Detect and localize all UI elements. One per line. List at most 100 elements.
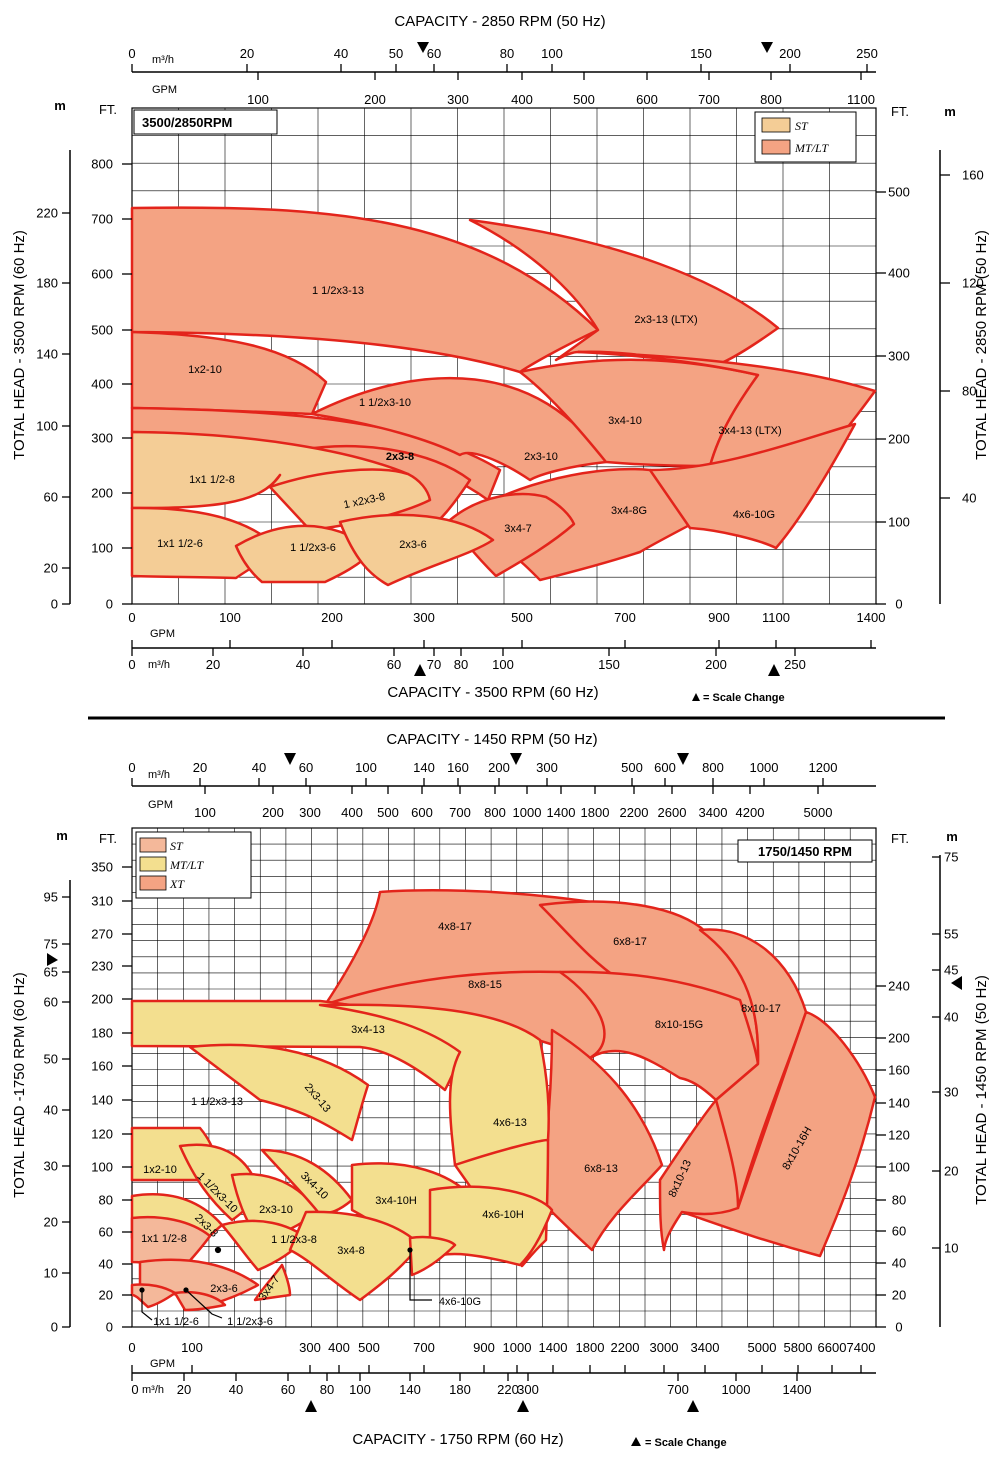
left-ft-tick-label: 60 — [99, 1225, 113, 1240]
left-ft-tick-label: 300 — [91, 431, 113, 446]
top-chart-top-gpm-unit: GPM — [152, 84, 177, 96]
region-label: 8x8-15 — [468, 979, 502, 991]
top-m3h-tick-label: 200 — [488, 760, 510, 775]
bottom-chart-callouts — [139, 1246, 432, 1321]
region-1x2x3-8 — [268, 468, 432, 532]
right-ft-tick-label: 40 — [892, 1256, 906, 1271]
top-gpm-tick-label: 100 — [247, 92, 269, 107]
region-3x4-7 — [448, 492, 576, 578]
top-chart-bottom-m3h-ticks: 0 20 40 60 70 80 100 150 200 250 — [128, 648, 806, 672]
legend-label-mtlt: MT/LT — [169, 858, 204, 872]
top-chart-region-labels: 1 1/2x3-13 2x3-13 (LTX) 1x2-10 1 1/2x3-1… — [157, 285, 782, 554]
top-m3h-tick-label: 50 — [389, 46, 403, 61]
bottom-m3h-tick-label: 20 — [177, 1382, 191, 1397]
region-label: 2x3-8 — [386, 451, 414, 463]
region-label: 1x1 1/2-6 — [153, 1316, 199, 1328]
top-chart-right-axis-title: TOTAL HEAD - 2850 RPM (50 Hz) — [973, 230, 990, 460]
bottom-m3h-tick-label: 70 — [427, 657, 441, 672]
top-gpm-tick-label: 300 — [299, 805, 321, 820]
legend-label-st: ST — [795, 119, 809, 133]
bottom-m3h-tick-label: 300 — [517, 1382, 539, 1397]
bottom-chart-bottom-gpm-ticks: 0 100 300 400 500 700 900 1000 1400 1800 2200 3000 3… — [128, 1340, 875, 1373]
left-m-tick-label: 20 — [44, 1215, 58, 1230]
right-ft-tick-label: 300 — [888, 349, 910, 364]
bottom-m3h-tick-label: 40 — [229, 1382, 243, 1397]
bottom-gpm-tick-label: 1100 — [762, 610, 790, 625]
left-ft-tick-label: 40 — [99, 1257, 113, 1272]
bottom-chart-right-unit-ft: FT. — [891, 831, 909, 846]
legend-swatch-mtlt — [761, 139, 791, 155]
top-chart-right-unit-ft: FT. — [891, 104, 909, 119]
right-ft-tick-label: 100 — [888, 515, 910, 530]
region-label: 1 1/2x3-13 — [312, 285, 364, 297]
bottom-chart-legend: ST MT/LT XT — [135, 831, 252, 899]
right-m-tick-label: 20 — [944, 1164, 958, 1179]
bottom-gpm-tick-label: 500 — [511, 610, 533, 625]
left-m-tick-label: 10 — [44, 1266, 58, 1281]
left-ft-tick-label: 80 — [99, 1193, 113, 1208]
left-m-tick-label: 50 — [44, 1052, 58, 1067]
top-chart-speed-label: 3500/2850RPM — [142, 115, 232, 130]
scale-change-marker-icon — [517, 1400, 529, 1412]
region-label: 1 1/2x3-8 — [271, 1234, 317, 1246]
top-m3h-tick-label: 0 — [128, 46, 135, 61]
top-chart-top-gpm-ticks: 100 200 300 400 500 600 700 800 1100 — [247, 72, 875, 107]
top-m3h-tick-label: 80 — [500, 46, 514, 61]
region-label: 4x6-13 — [493, 1117, 527, 1129]
top-gpm-tick-label: 1400 — [547, 805, 576, 820]
right-ft-tick-label: 20 — [892, 1288, 906, 1303]
top-gpm-tick-label: 1000 — [513, 805, 542, 820]
region-8x10-13 — [658, 1098, 740, 1252]
scale-change-marker-icon — [284, 753, 296, 765]
right-ft-tick-label: 240 — [888, 979, 910, 994]
top-m3h-tick-label: 20 — [240, 46, 254, 61]
top-gpm-tick-label: 800 — [760, 92, 782, 107]
region-label: 2x3-13 (LTX) — [634, 314, 697, 326]
bottom-gpm-tick-label: 6600 — [818, 1340, 847, 1355]
bottom-m3h-tick-label: 100 — [349, 1382, 371, 1397]
region-label: 2x3-6 — [210, 1283, 238, 1295]
bottom-gpm-tick-label: 1000 — [503, 1340, 532, 1355]
right-m-tick-label: 45 — [944, 963, 958, 978]
left-ft-tick-label: 230 — [91, 959, 113, 974]
left-ft-tick-label: 200 — [91, 992, 113, 1007]
bottom-m3h-tick-label: 100 — [492, 657, 514, 672]
right-m-tick-label: 120 — [962, 276, 984, 291]
right-m-tick-label: 40 — [962, 491, 976, 506]
region-label: 2x3-10 — [524, 451, 558, 463]
bottom-gpm-tick-label: 7400 — [847, 1340, 876, 1355]
bottom-gpm-tick-label: 700 — [413, 1340, 435, 1355]
bottom-chart-top-m3h-ticks: 0 20 40 60 100 140 160 200 300 500 600 800 1000 1200 — [128, 760, 837, 786]
scale-change-marker-icon — [510, 753, 522, 765]
bottom-chart-regions — [130, 889, 877, 1312]
bottom-chart-right-axis-title: TOTAL HEAD - 1450 RPM (50 Hz) — [973, 975, 990, 1205]
right-m-tick-label: 10 — [944, 1241, 958, 1256]
bottom-gpm-tick-label: 2200 — [611, 1340, 640, 1355]
left-ft-tick-label: 700 — [91, 212, 113, 227]
bottom-chart-top-axis-title: CAPACITY - 1450 RPM (50 Hz) — [386, 731, 597, 748]
left-m-tick-label: 65 — [44, 965, 58, 980]
top-m3h-tick-label: 100 — [541, 46, 563, 61]
bottom-chart-left-ft-ticks: 0 20 40 60 80 100 120 140 160 180 200 230 270 310 350 — [91, 860, 132, 1335]
right-ft-tick-label: 140 — [888, 1096, 910, 1111]
bottom-gpm-tick-label: 300 — [299, 1340, 321, 1355]
bottom-chart-top-m3h-unit: m³/h — [148, 769, 170, 781]
scale-change-marker-icon — [414, 664, 426, 676]
right-ft-tick-label: 60 — [892, 1224, 906, 1239]
region-4x6-10g — [648, 422, 857, 550]
top-chart-bottom-m3h-unit: m³/h — [148, 659, 170, 671]
bottom-gpm-tick-label: 400 — [328, 1340, 350, 1355]
bottom-gpm-tick-label: 500 — [358, 1340, 380, 1355]
region-3x4-8 — [288, 1210, 422, 1302]
top-gpm-tick-label: 600 — [411, 805, 433, 820]
bottom-chart-bottom-m3h-unit: m³/h — [142, 1384, 164, 1396]
top-chart-right-m-ticks: 40 80 120 160 — [940, 168, 984, 506]
left-m-tick-label: 20 — [44, 561, 58, 576]
region-label: 3x4-13 (LTX) — [718, 425, 781, 437]
region-label: 3x4-13 — [351, 1024, 385, 1036]
left-ft-tick-label: 180 — [91, 1026, 113, 1041]
region-label: 1 1/2x3-6 — [227, 1316, 273, 1328]
region-label: 3x4-8 — [337, 1245, 365, 1257]
right-m-tick-label: 160 — [962, 168, 984, 183]
region-label: 1x1 1/2-8 — [141, 1233, 187, 1245]
